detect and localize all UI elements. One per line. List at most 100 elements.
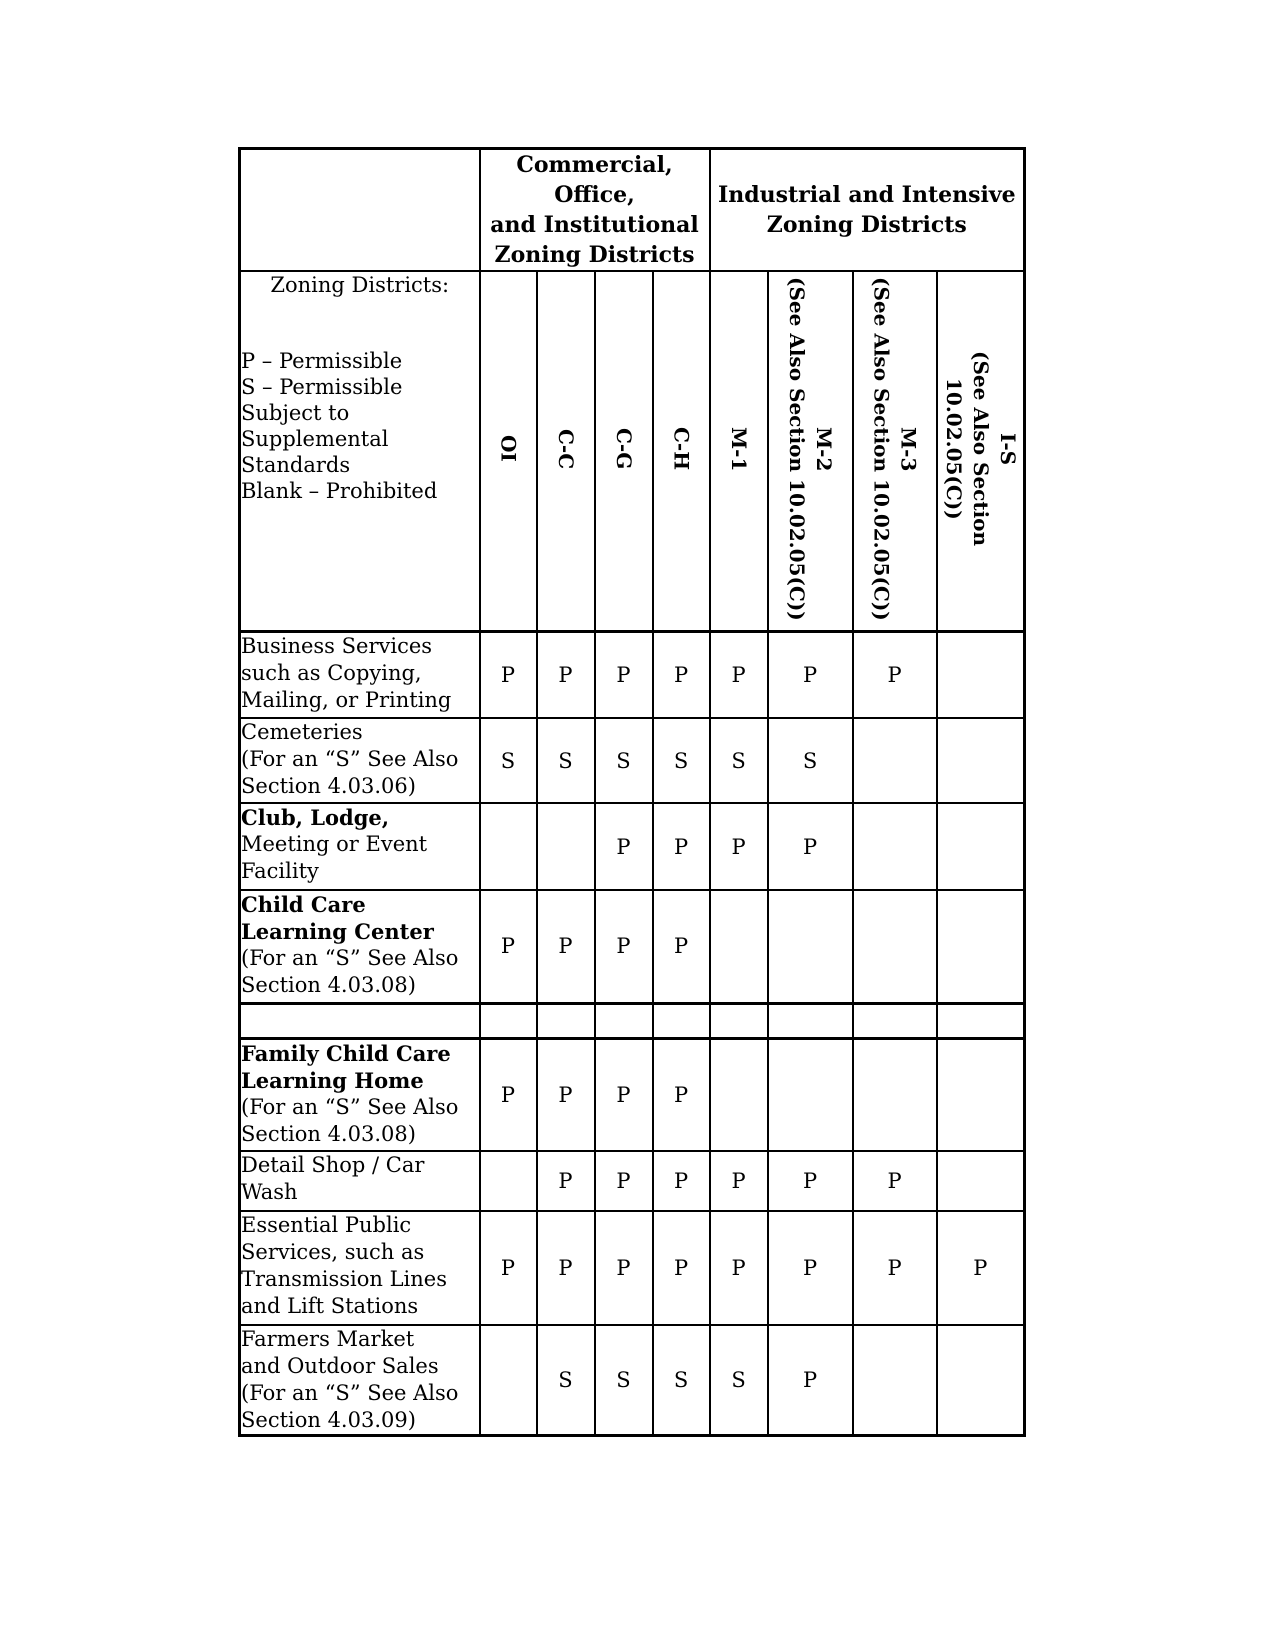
use-permission-cell — [935, 889, 1026, 1004]
zoning-use-table: Commercial, Office, and Institutional Zo… — [238, 147, 1027, 1437]
row-label-text: (For an “S” See Also Section 4.03.08) — [241, 1094, 459, 1146]
use-permission-cell — [708, 1001, 769, 1039]
column-header-is-label: I-S (See Also Section 10.02.05(C)) — [941, 351, 1020, 547]
use-permission-cell: P — [851, 629, 938, 719]
use-permission-cell: P — [766, 1150, 854, 1212]
use-permission-cell: P — [593, 629, 654, 719]
use-permission-cell — [935, 1036, 1026, 1152]
use-permission-cell — [935, 717, 1026, 804]
use-permission-cell: P — [593, 889, 654, 1004]
group-header-industrial: Industrial and Intensive Zoning District… — [708, 147, 1026, 272]
column-header-cc: C-C — [535, 270, 596, 632]
row-label-text: (For an “S” See Also Section 4.03.08) — [241, 946, 459, 997]
use-permission-cell: P — [478, 629, 538, 719]
use-permission-cell: P — [708, 802, 769, 891]
column-header-oi-label: OI — [496, 435, 521, 463]
use-permission-cell — [593, 1001, 654, 1039]
use-permission-cell: S — [535, 1324, 596, 1437]
use-permission-cell — [935, 629, 1026, 719]
use-permission-cell — [766, 1036, 854, 1152]
row-essential-public-services: Essential Public Services, such as Trans… — [238, 1210, 1026, 1326]
use-permission-cell: S — [766, 717, 854, 804]
use-permission-cell: P — [535, 629, 596, 719]
row-label: Farmers Market and Outdoor Sales (For an… — [238, 1324, 481, 1437]
column-header-cg-label: C-G — [612, 428, 636, 470]
row-cemeteries: Cemeteries (For an “S” See Also Section … — [238, 717, 1026, 804]
use-permission-cell — [535, 802, 596, 891]
use-permission-cell — [851, 1036, 938, 1152]
row-label-text: Meeting or Event Facility — [241, 832, 428, 883]
legend-key: P – Permissible S – Permissible Subject … — [241, 349, 438, 503]
row-label-bold: Child Care Learning Center — [241, 892, 434, 944]
group-header-commercial: Commercial, Office, and Institutional Zo… — [478, 147, 711, 272]
column-header-cc-label: C-C — [554, 428, 578, 469]
use-permission-cell — [535, 1001, 596, 1039]
row-label-bold: Family Child Care Learning Home — [241, 1040, 451, 1093]
column-header-row: Zoning Districts: P – Permissible S – Pe… — [238, 270, 1026, 632]
use-permission-cell — [478, 1001, 538, 1039]
use-permission-cell — [935, 1001, 1026, 1039]
row-farmers-market: Farmers Market and Outdoor Sales (For an… — [238, 1324, 1026, 1437]
row-label: Club, Lodge, Meeting or Event Facility — [238, 802, 481, 891]
use-permission-cell — [935, 1150, 1026, 1212]
use-permission-cell: P — [593, 802, 654, 891]
use-permission-cell — [766, 1001, 854, 1039]
use-permission-cell — [708, 889, 769, 1004]
use-permission-cell: S — [651, 1324, 711, 1437]
corner-cell — [238, 147, 481, 272]
use-permission-cell: P — [766, 629, 854, 719]
use-permission-cell — [851, 717, 938, 804]
use-permission-cell — [708, 1036, 769, 1152]
use-permission-cell — [935, 1324, 1026, 1437]
use-permission-cell: P — [651, 1036, 711, 1152]
use-permission-cell: P — [535, 889, 596, 1004]
use-permission-cell: S — [593, 717, 654, 804]
use-permission-cell — [851, 1001, 938, 1039]
row-label: Family Child Care Learning Home (For an “… — [238, 1036, 481, 1152]
use-permission-cell: P — [651, 889, 711, 1004]
use-permission-cell: S — [535, 717, 596, 804]
use-permission-cell: P — [708, 629, 769, 719]
row-label-text: Essential Public Services, such as Trans… — [241, 1213, 448, 1318]
row-label-text: Cemeteries (For an “S” See Also Section … — [241, 720, 459, 798]
row-label: Child Care Learning Center (For an “S” Se… — [238, 889, 481, 1004]
row-label: Business Services such as Copying, Maili… — [238, 629, 481, 719]
use-permission-cell: P — [766, 802, 854, 891]
column-header-ch: C-H — [651, 270, 711, 632]
use-permission-cell: P — [478, 1036, 538, 1152]
use-permission-cell: P — [535, 1210, 596, 1326]
use-permission-cell: P — [593, 1150, 654, 1212]
use-permission-cell: P — [708, 1150, 769, 1212]
group-header-row: Commercial, Office, and Institutional Zo… — [238, 147, 1026, 272]
use-permission-cell: P — [766, 1210, 854, 1326]
row-club-lodge: Club, Lodge, Meeting or Event Facility P … — [238, 802, 1026, 891]
use-permission-cell: P — [593, 1210, 654, 1326]
use-permission-cell: P — [478, 1210, 538, 1326]
use-permission-cell: S — [708, 717, 769, 804]
use-permission-cell: P — [651, 1210, 711, 1326]
row-child-care-learning-center: Child Care Learning Center (For an “S” Se… — [238, 889, 1026, 1004]
column-header-ch-label: C-H — [669, 427, 694, 471]
use-permission-cell: P — [935, 1210, 1026, 1326]
use-permission-cell: P — [535, 1150, 596, 1212]
use-permission-cell: P — [851, 1150, 938, 1212]
column-header-cg: C-G — [593, 270, 654, 632]
use-permission-cell — [851, 1324, 938, 1437]
use-permission-cell — [851, 889, 938, 1004]
column-header-m3: M-3 (See Also Section 10.02.05(C)) — [851, 270, 938, 632]
use-permission-cell: P — [708, 1210, 769, 1326]
column-header-oi: OI — [478, 270, 538, 632]
use-permission-cell — [851, 802, 938, 891]
use-permission-cell: S — [708, 1324, 769, 1437]
row-label: Detail Shop / Car Wash — [238, 1150, 481, 1212]
use-permission-cell: S — [651, 717, 711, 804]
use-permission-cell — [478, 1150, 538, 1212]
row-family-child-care-learning-home: Family Child Care Learning Home (For an “… — [238, 1036, 1026, 1152]
legend-cell: Zoning Districts: P – Permissible S – Pe… — [238, 270, 481, 632]
use-permission-cell: P — [478, 889, 538, 1004]
column-header-m1-label: M-1 — [727, 426, 752, 471]
use-permission-cell: P — [651, 1150, 711, 1212]
use-permission-cell: P — [651, 629, 711, 719]
row-label: Essential Public Services, such as Trans… — [238, 1210, 481, 1326]
